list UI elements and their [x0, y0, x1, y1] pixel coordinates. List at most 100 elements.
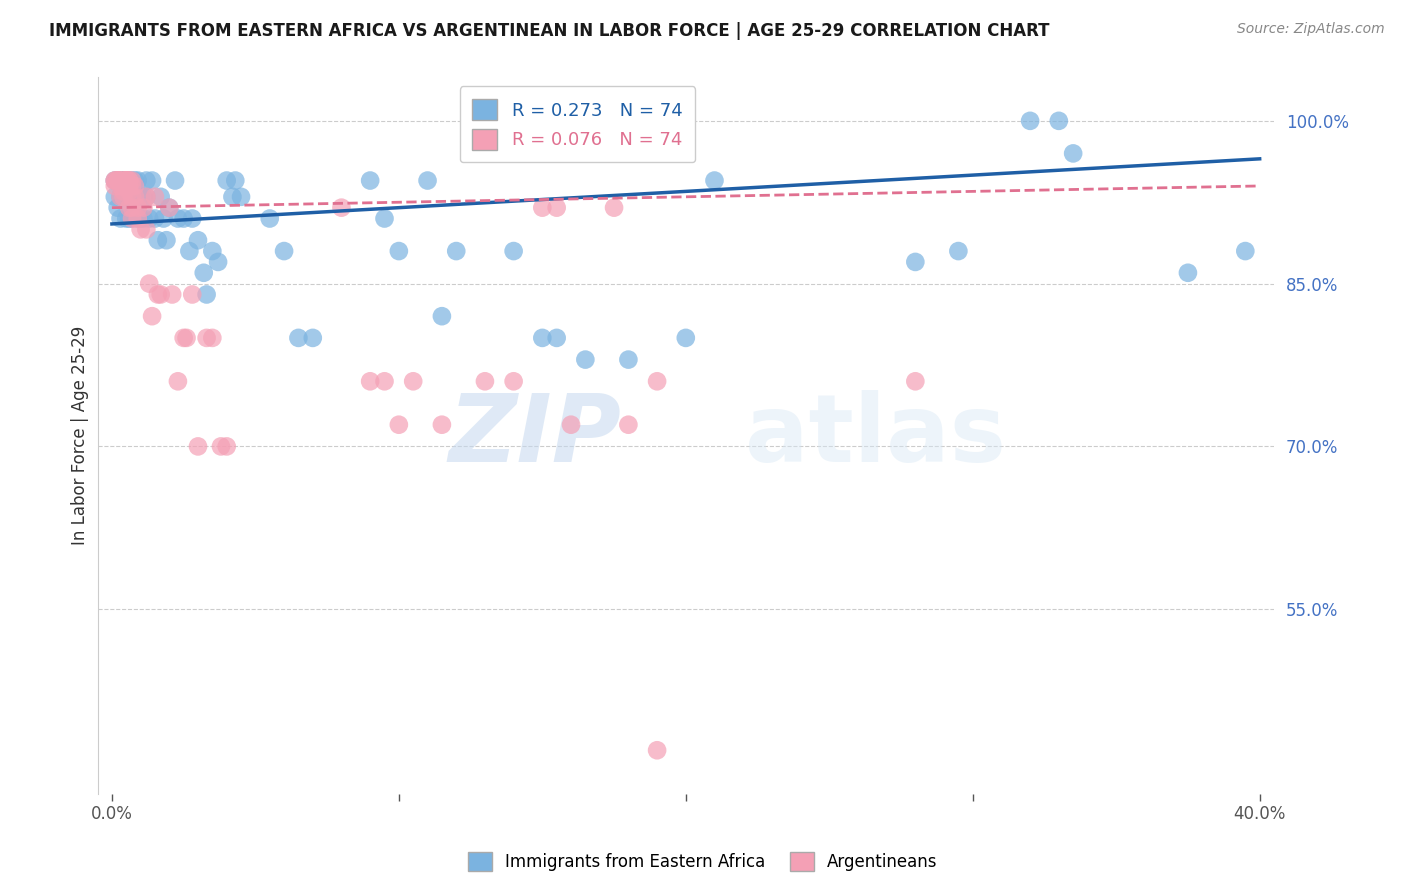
- Point: [1062, 146, 1084, 161]
- Point: [209, 439, 232, 453]
- Point: [195, 331, 218, 345]
- Legend: R = 0.273   N = 74, R = 0.076   N = 74: R = 0.273 N = 74, R = 0.076 N = 74: [460, 87, 696, 162]
- Point: [118, 211, 141, 226]
- Point: [112, 190, 135, 204]
- Point: [444, 244, 467, 258]
- Point: [107, 173, 129, 187]
- Point: [135, 190, 157, 204]
- Point: [546, 331, 568, 345]
- Point: [1234, 244, 1257, 258]
- Point: [193, 266, 215, 280]
- Point: [112, 178, 135, 193]
- Point: [118, 173, 141, 187]
- Legend: Immigrants from Eastern Africa, Argentineans: Immigrants from Eastern Africa, Argentin…: [460, 843, 946, 880]
- Point: [157, 201, 180, 215]
- Point: [904, 374, 927, 388]
- Point: [603, 201, 626, 215]
- Text: ZIP: ZIP: [449, 390, 621, 482]
- Point: [132, 190, 155, 204]
- Point: [179, 244, 201, 258]
- Point: [402, 374, 425, 388]
- Point: [124, 173, 146, 187]
- Point: [121, 201, 143, 215]
- Point: [155, 233, 177, 247]
- Point: [474, 374, 496, 388]
- Point: [143, 211, 166, 226]
- Point: [259, 211, 281, 226]
- Point: [110, 211, 132, 226]
- Point: [141, 173, 163, 187]
- Point: [1177, 266, 1199, 280]
- Point: [112, 173, 135, 187]
- Point: [118, 173, 141, 187]
- Point: [121, 211, 143, 226]
- Text: Source: ZipAtlas.com: Source: ZipAtlas.com: [1237, 22, 1385, 37]
- Point: [215, 173, 238, 187]
- Point: [904, 255, 927, 269]
- Point: [107, 173, 129, 187]
- Point: [645, 374, 668, 388]
- Point: [163, 173, 186, 187]
- Point: [388, 417, 411, 432]
- Point: [531, 331, 554, 345]
- Point: [104, 178, 127, 193]
- Point: [110, 178, 132, 193]
- Point: [359, 173, 381, 187]
- Point: [129, 190, 152, 204]
- Point: [121, 173, 143, 187]
- Point: [107, 201, 129, 215]
- Point: [1019, 113, 1042, 128]
- Point: [173, 211, 195, 226]
- Point: [201, 331, 224, 345]
- Point: [118, 185, 141, 199]
- Point: [143, 190, 166, 204]
- Point: [115, 178, 138, 193]
- Point: [221, 190, 243, 204]
- Point: [115, 190, 138, 204]
- Point: [115, 173, 138, 187]
- Point: [574, 352, 596, 367]
- Point: [502, 244, 524, 258]
- Point: [187, 233, 209, 247]
- Point: [110, 190, 132, 204]
- Point: [107, 173, 129, 187]
- Point: [129, 222, 152, 236]
- Point: [645, 743, 668, 757]
- Point: [1047, 113, 1070, 128]
- Point: [195, 287, 218, 301]
- Point: [531, 201, 554, 215]
- Point: [118, 173, 141, 187]
- Point: [157, 201, 180, 215]
- Point: [132, 211, 155, 226]
- Point: [112, 190, 135, 204]
- Point: [388, 244, 411, 258]
- Point: [110, 190, 132, 204]
- Point: [373, 374, 395, 388]
- Point: [301, 331, 323, 345]
- Point: [359, 374, 381, 388]
- Point: [502, 374, 524, 388]
- Point: [115, 173, 138, 187]
- Point: [127, 201, 149, 215]
- Point: [173, 331, 195, 345]
- Point: [104, 173, 127, 187]
- Point: [138, 211, 160, 226]
- Point: [127, 211, 149, 226]
- Point: [273, 244, 295, 258]
- Point: [127, 211, 149, 226]
- Point: [703, 173, 725, 187]
- Point: [127, 173, 149, 187]
- Point: [104, 173, 127, 187]
- Point: [146, 233, 169, 247]
- Point: [124, 178, 146, 193]
- Point: [167, 211, 190, 226]
- Point: [121, 178, 143, 193]
- Point: [617, 352, 640, 367]
- Point: [430, 417, 453, 432]
- Point: [135, 190, 157, 204]
- Point: [132, 201, 155, 215]
- Point: [115, 173, 138, 187]
- Point: [118, 178, 141, 193]
- Point: [948, 244, 970, 258]
- Point: [287, 331, 309, 345]
